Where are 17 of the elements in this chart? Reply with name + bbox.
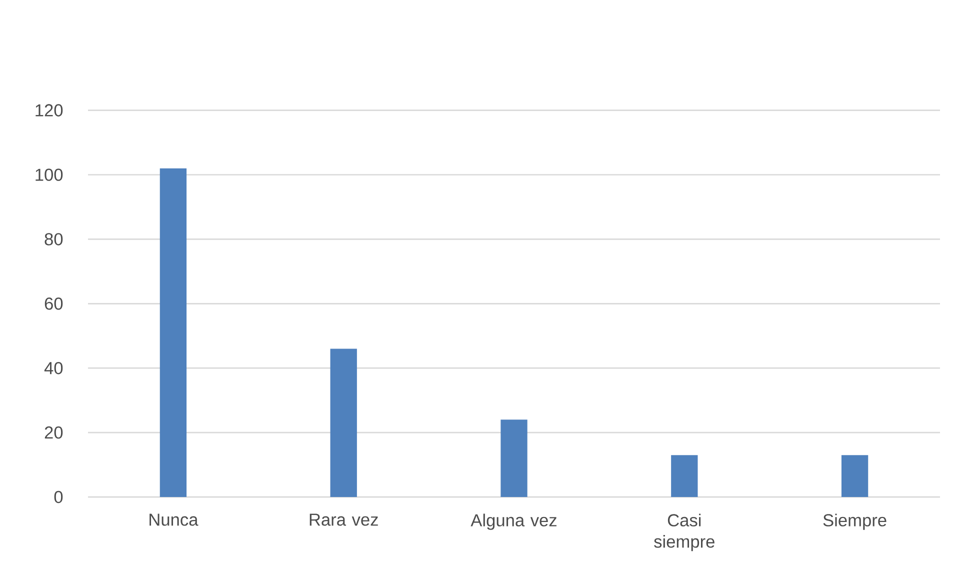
x-tick-label: Casi siempre (654, 514, 714, 552)
bar (671, 455, 698, 497)
y-tick-label: 40 (44, 362, 63, 374)
y-tick-label: 60 (44, 298, 63, 310)
x-tick-label: Siempre (823, 514, 886, 530)
y-tick-label: 120 (36, 104, 63, 116)
x-tick-label: Rara vez (310, 514, 378, 526)
y-tick-label: 20 (44, 426, 63, 439)
bar (841, 455, 868, 497)
x-tick-label: Nunca (150, 514, 198, 526)
x-tick-label: Alguna vez (470, 514, 556, 530)
bar (330, 348, 357, 497)
bar (500, 420, 528, 497)
y-tick-label: 100 (36, 168, 63, 181)
bar (160, 168, 187, 497)
y-tick-label: 80 (44, 233, 63, 246)
y-tick-label: 0 (54, 490, 63, 504)
